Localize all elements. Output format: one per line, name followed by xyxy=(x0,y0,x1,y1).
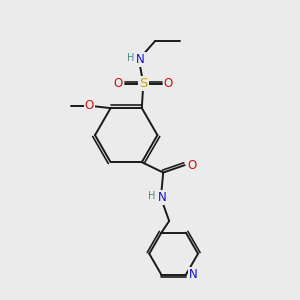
Text: H: H xyxy=(127,53,134,63)
Text: O: O xyxy=(85,99,94,112)
Text: O: O xyxy=(114,77,123,90)
Text: N: N xyxy=(158,191,167,204)
Text: H: H xyxy=(148,191,155,201)
Text: N: N xyxy=(189,268,198,281)
Text: S: S xyxy=(139,77,148,90)
Text: O: O xyxy=(188,159,197,172)
Text: N: N xyxy=(136,53,145,66)
Text: O: O xyxy=(164,77,173,90)
